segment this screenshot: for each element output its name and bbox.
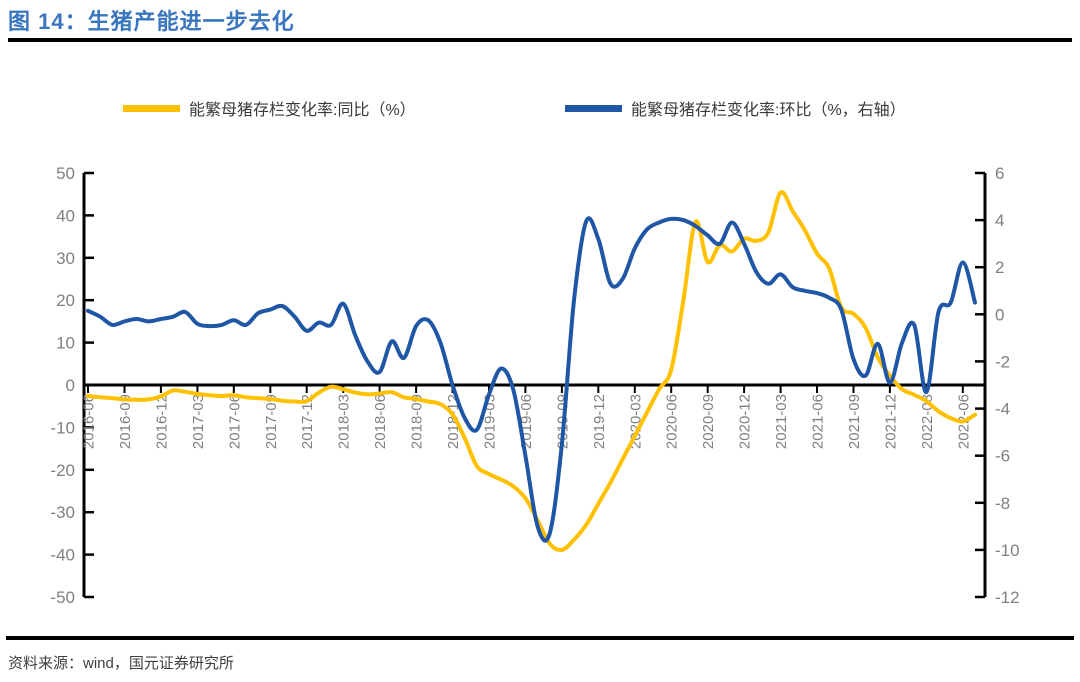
svg-text:0: 0 [995,305,1004,324]
svg-text:-20: -20 [50,461,75,480]
svg-text:4: 4 [995,211,1004,230]
footer-divider [6,636,1074,640]
svg-text:-6: -6 [995,447,1010,466]
svg-text:2020-03: 2020-03 [627,394,644,449]
svg-text:40: 40 [56,206,75,225]
legend-label-yoy: 能繁母猪存栏变化率:同比（%） [189,102,416,119]
svg-text:20: 20 [56,291,75,310]
svg-text:2017-09: 2017-09 [263,394,280,449]
svg-text:2016-12: 2016-12 [153,394,170,449]
svg-text:2020-09: 2020-09 [700,394,717,449]
source-note: 资料来源：wind，国元证券研究所 [8,655,234,672]
svg-text:2017-03: 2017-03 [190,394,207,449]
title-divider [8,38,1072,42]
svg-text:2021-09: 2021-09 [846,394,863,449]
svg-text:2016-06: 2016-06 [81,394,98,449]
svg-text:-40: -40 [50,546,75,565]
svg-text:2019-12: 2019-12 [591,394,608,449]
svg-text:30: 30 [56,249,75,268]
svg-text:2018-09: 2018-09 [409,394,426,449]
legend-item-mom: 能繁母猪存栏变化率:环比（%，右轴） [565,97,906,119]
svg-text:-10: -10 [50,418,75,437]
svg-text:-4: -4 [995,400,1010,419]
svg-text:2021-12: 2021-12 [882,394,899,449]
legend-label-mom: 能繁母猪存栏变化率:环比（%，右轴） [631,102,906,119]
legend-swatch-yellow [123,104,180,112]
svg-text:0: 0 [66,376,75,395]
svg-text:-8: -8 [995,494,1010,513]
svg-text:6: 6 [995,164,1004,183]
svg-text:2019-03: 2019-03 [482,394,499,449]
svg-text:-2: -2 [995,352,1010,371]
svg-text:2017-06: 2017-06 [226,394,243,449]
svg-text:2020-12: 2020-12 [737,394,754,449]
svg-text:2018-06: 2018-06 [372,394,389,449]
legend-item-yoy: 能繁母猪存栏变化率:同比（%） [123,97,416,119]
svg-text:2: 2 [995,258,1004,277]
svg-text:-30: -30 [50,503,75,522]
svg-text:2018-03: 2018-03 [336,394,353,449]
svg-text:2021-06: 2021-06 [810,394,827,449]
svg-text:10: 10 [56,334,75,353]
figure-title: 图 14：生猪产能进一步去化 [8,9,295,34]
svg-text:50: 50 [56,164,75,183]
svg-text:2021-03: 2021-03 [773,394,790,449]
svg-text:-10: -10 [995,541,1020,560]
svg-text:2016-09: 2016-09 [117,394,134,449]
svg-text:-12: -12 [995,588,1020,607]
svg-text:2020-06: 2020-06 [664,394,681,449]
svg-text:-50: -50 [50,588,75,607]
svg-text:2017-12: 2017-12 [299,394,316,449]
legend-swatch-blue [565,104,622,112]
